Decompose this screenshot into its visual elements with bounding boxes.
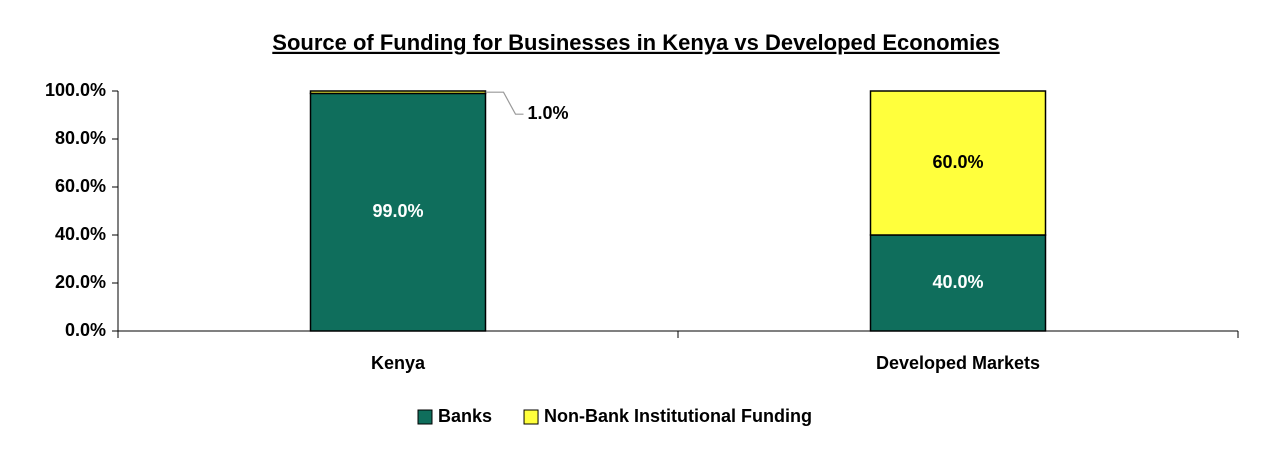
data-label: 99.0% xyxy=(372,201,423,221)
legend-label: Banks xyxy=(438,406,492,426)
y-tick-label: 100.0% xyxy=(45,80,106,100)
bar-segment xyxy=(869,234,1047,332)
leader-line xyxy=(485,91,524,115)
y-tick-label: 20.0% xyxy=(55,272,106,292)
y-tick-label: 60.0% xyxy=(55,176,106,196)
legend-swatch xyxy=(523,409,539,425)
y-tick-label: 0.0% xyxy=(65,320,106,340)
data-label: 40.0% xyxy=(932,272,983,292)
data-label: 1.0% xyxy=(528,103,569,123)
bar-segment xyxy=(309,92,487,332)
bar-segment xyxy=(309,90,487,95)
x-tick-label: Kenya xyxy=(371,353,426,373)
data-label: 60.0% xyxy=(932,152,983,172)
bar-segment xyxy=(869,90,1047,236)
y-tick-label: 80.0% xyxy=(55,128,106,148)
chart-title: Source of Funding for Businesses in Keny… xyxy=(272,30,999,55)
x-tick-label: Developed Markets xyxy=(876,353,1040,373)
y-tick-label: 40.0% xyxy=(55,224,106,244)
legend-swatch xyxy=(417,409,433,425)
legend-label: Non-Bank Institutional Funding xyxy=(544,406,812,426)
